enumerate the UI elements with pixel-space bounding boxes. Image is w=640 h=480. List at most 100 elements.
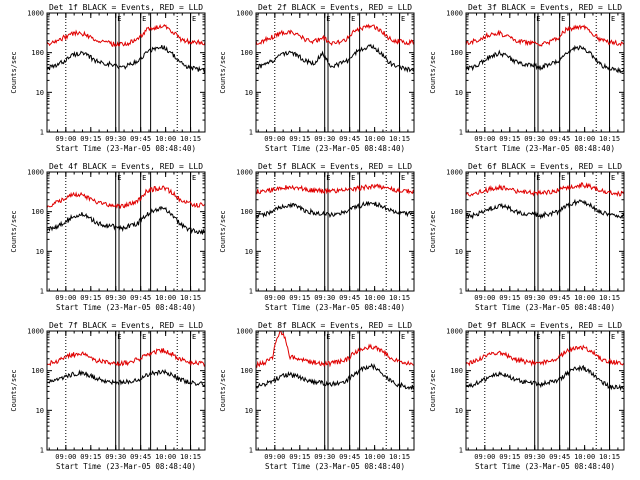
x-tick-label: 09:15: [499, 453, 520, 461]
y-tick-label: 1: [249, 447, 253, 455]
x-tick-label: 09:15: [80, 294, 101, 302]
event-flag-label: E: [351, 15, 355, 23]
y-axis-label: Counts/sec: [10, 210, 18, 252]
event-flag-label: E: [351, 174, 355, 182]
panel-title: Det 1f BLACK = Events, RED = LLD: [49, 3, 203, 12]
y-tick-label: 1000: [446, 328, 463, 336]
detector-panel: Det 3f BLACK = Events, RED = LLD Counts/s…: [429, 3, 625, 153]
plot-frame: [465, 330, 625, 451]
x-axis-label: Start Time (23-Mar-05 08:48:40): [475, 303, 615, 312]
event-flag-label: E: [192, 15, 196, 23]
events-series-line: [46, 368, 206, 387]
x-tick-label: 09:15: [499, 135, 520, 143]
event-flag-label: E: [326, 15, 330, 23]
panel-title: Det 4f BLACK = Events, RED = LLD: [49, 162, 203, 171]
y-tick-label: 1000: [236, 10, 253, 18]
y-tick-label: 100: [240, 208, 253, 216]
event-flag-label: E: [536, 15, 540, 23]
panel-title: Det 7f BLACK = Events, RED = LLD: [49, 321, 203, 330]
y-tick-label: 100: [31, 367, 44, 375]
y-tick-label: 100: [31, 208, 44, 216]
event-flag-label: E: [351, 333, 355, 341]
y-tick-label: 1000: [236, 169, 253, 177]
event-flag-label: E: [142, 174, 146, 182]
panel-title: Det 8f BLACK = Events, RED = LLD: [258, 321, 412, 330]
y-tick-label: 1: [40, 447, 44, 455]
panel-title: Det 5f BLACK = Events, RED = LLD: [258, 162, 412, 171]
y-tick-label: 10: [455, 89, 463, 97]
plot-frame: [255, 330, 415, 451]
y-tick-label: 1000: [27, 10, 44, 18]
x-tick-label: 09:00: [474, 453, 495, 461]
x-tick-label: 10:15: [180, 294, 201, 302]
event-flag-label: E: [192, 174, 196, 182]
x-tick-label: 09:45: [549, 294, 570, 302]
x-tick-label: 10:00: [574, 453, 595, 461]
event-flag-label: E: [326, 174, 330, 182]
y-tick-label: 1: [459, 447, 463, 455]
y-tick-label: 10: [455, 407, 463, 415]
y-tick-label: 100: [450, 49, 463, 57]
lld-series-line: [255, 23, 415, 46]
x-tick-label: 09:30: [314, 135, 335, 143]
event-flag-label: E: [536, 174, 540, 182]
x-axis-label: Start Time (23-Mar-05 08:48:40): [56, 144, 196, 153]
x-tick-label: 09:45: [549, 135, 570, 143]
x-tick-label: 09:45: [130, 135, 151, 143]
x-tick-label: 09:15: [289, 453, 310, 461]
x-tick-label: 09:30: [314, 294, 335, 302]
x-tick-label: 09:00: [474, 135, 495, 143]
x-tick-label: 09:00: [55, 453, 76, 461]
x-tick-label: 09:30: [524, 453, 545, 461]
x-axis-label: Start Time (23-Mar-05 08:48:40): [56, 462, 196, 471]
y-axis-label: Counts/sec: [219, 369, 227, 411]
y-tick-label: 1: [249, 288, 253, 296]
x-tick-label: 09:30: [524, 294, 545, 302]
y-tick-label: 10: [455, 248, 463, 256]
y-tick-label: 100: [450, 367, 463, 375]
x-tick-label: 10:00: [155, 453, 176, 461]
event-flag-label: E: [326, 333, 330, 341]
x-tick-label: 09:30: [314, 453, 335, 461]
detector-panel: Det 6f BLACK = Events, RED = LLD Counts/s…: [429, 162, 625, 312]
events-series-line: [465, 198, 625, 220]
y-tick-label: 1000: [236, 328, 253, 336]
x-tick-label: 09:45: [339, 453, 360, 461]
x-tick-label: 09:00: [264, 294, 285, 302]
x-tick-label: 10:00: [574, 294, 595, 302]
event-flag-label: E: [401, 333, 405, 341]
lld-series-line: [46, 185, 206, 209]
x-tick-label: 10:15: [389, 135, 410, 143]
detector-panel: Det 9f BLACK = Events, RED = LLD Counts/s…: [429, 321, 625, 471]
event-flag-label: E: [611, 333, 615, 341]
plot-frame: [255, 12, 415, 133]
plot-frame: [255, 171, 415, 292]
x-tick-label: 09:45: [549, 453, 570, 461]
detector-panel: Det 5f BLACK = Events, RED = LLD Counts/s…: [219, 162, 415, 312]
event-flag-label: E: [142, 15, 146, 23]
x-tick-label: 10:15: [389, 453, 410, 461]
x-tick-label: 09:30: [524, 135, 545, 143]
x-tick-label: 10:15: [180, 135, 201, 143]
y-tick-label: 100: [31, 49, 44, 57]
y-axis-label: Counts/sec: [429, 369, 437, 411]
event-flag-label: E: [561, 15, 565, 23]
event-flag-label: E: [561, 174, 565, 182]
events-series-line: [465, 44, 625, 74]
y-tick-label: 10: [245, 89, 253, 97]
y-tick-label: 1000: [27, 169, 44, 177]
x-tick-label: 10:00: [364, 294, 385, 302]
x-axis-label: Start Time (23-Mar-05 08:48:40): [265, 462, 405, 471]
event-flag-label: E: [117, 15, 121, 23]
x-tick-label: 09:15: [499, 294, 520, 302]
y-tick-label: 1000: [446, 169, 463, 177]
plot-frame: [465, 171, 625, 292]
y-axis-label: Counts/sec: [10, 51, 18, 93]
x-tick-label: 10:00: [364, 453, 385, 461]
panel-title: Det 2f BLACK = Events, RED = LLD: [258, 3, 412, 12]
x-tick-label: 10:15: [599, 135, 620, 143]
x-tick-label: 09:15: [80, 135, 101, 143]
plot-frame: [465, 12, 625, 133]
y-tick-label: 1: [459, 288, 463, 296]
lld-series-line: [465, 24, 625, 47]
